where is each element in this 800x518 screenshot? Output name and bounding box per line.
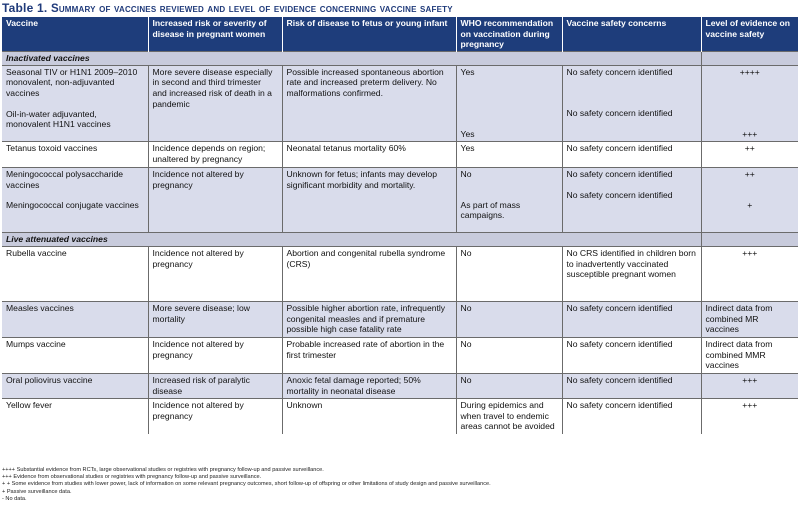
- cell-who: No: [456, 245, 563, 302]
- cell-evidence: +++: [701, 397, 798, 434]
- cell-risk: Incidence not altered by pregnancy: [148, 336, 283, 374]
- cell-safety: No safety concern identified: [562, 336, 702, 374]
- footnote: +++ Evidence from observational studies …: [2, 474, 262, 481]
- cell-safety: No safety concern identified: [562, 372, 702, 399]
- cell-safety: No safety concern identified No safety c…: [562, 166, 702, 233]
- header-row: Vaccine Increased risk or severity of di…: [2, 17, 798, 52]
- cell-fetus: Possible increased spontaneous abortion …: [282, 64, 457, 142]
- table-row-tetanus: Tetanus toxoid vaccines Incidence depend…: [2, 140, 798, 168]
- cell-fetus: Probable increased rate of abortion in t…: [282, 336, 457, 374]
- table-number: Table 1.: [2, 1, 48, 15]
- cell-evidence: Indirect data from combined MMR vaccines: [701, 336, 798, 374]
- cell-safety: No safety concern identified: [562, 300, 702, 338]
- cell-vaccine: Oral poliovirus vaccine: [2, 372, 149, 399]
- table-row-mumps: Mumps vaccine Incidence not altered by p…: [2, 336, 798, 374]
- section-row-live: Live attenuated vaccines: [2, 231, 798, 247]
- col-header-safety: Vaccine safety concerns: [562, 17, 702, 52]
- cell-who: Yes Yes: [456, 64, 563, 142]
- col-header-evidence: Level of evidence on vaccine safety: [701, 17, 798, 52]
- table-row-yellow-fever: Yellow fever Incidence not altered by pr…: [2, 397, 798, 434]
- cell-risk: More severe disease; low mortality: [148, 300, 283, 338]
- cell-evidence: ++++ +++: [701, 64, 798, 142]
- cell-who: No As part of mass campaigns.: [456, 166, 563, 233]
- footnote: + Passive surveillance data.: [2, 488, 72, 495]
- cell-fetus: Abortion and congenital rubella syndrome…: [282, 245, 457, 302]
- section-row-inactivated: Inactivated vaccines: [2, 50, 798, 66]
- section-label: Live attenuated vaccines: [2, 231, 702, 247]
- table-row-tiv: Seasonal TIV or H1N1 2009–2010 monovalen…: [2, 64, 798, 142]
- col-header-risk: Increased risk or severity of disease in…: [148, 17, 283, 52]
- cell-vaccine: Rubella vaccine: [2, 245, 149, 302]
- section-label: Inactivated vaccines: [2, 50, 702, 66]
- col-header-vaccine: Vaccine: [2, 17, 149, 52]
- cell-risk: Incidence not altered by pregnancy: [148, 166, 283, 233]
- cell-vaccine: Measles vaccines: [2, 300, 149, 338]
- cell-fetus: Neonatal tetanus mortality 60%: [282, 140, 457, 168]
- footnotes: ++++ Substantial evidence from RCTs, lar…: [2, 467, 491, 503]
- table-title: Table 1. Summary of vaccines reviewed an…: [2, 1, 453, 15]
- cell-fetus: Possible higher abortion rate, infrequen…: [282, 300, 457, 338]
- cell-risk: Incidence not altered by pregnancy: [148, 245, 283, 302]
- cell-who: No: [456, 336, 563, 374]
- cell-safety: No safety concern identified: [562, 397, 702, 434]
- cell-vaccine: Meningococcal polysaccharide vaccines Me…: [2, 166, 149, 233]
- vaccine-table: Vaccine Increased risk or severity of di…: [2, 17, 798, 434]
- table-title-text: Summary of vaccines reviewed and level o…: [50, 3, 453, 15]
- footnote: + + Some evidence from studies with lowe…: [2, 481, 491, 488]
- cell-risk: More severe disease especially in second…: [148, 64, 283, 142]
- table-row-polio: Oral poliovirus vaccine Increased risk o…: [2, 372, 798, 399]
- cell-safety: No safety concern identified No safety c…: [562, 64, 702, 142]
- table-row-measles: Measles vaccines More severe disease; lo…: [2, 300, 798, 338]
- footnote: - No data.: [2, 495, 27, 502]
- cell-vaccine: Seasonal TIV or H1N1 2009–2010 monovalen…: [2, 64, 149, 142]
- cell-evidence: Indirect data from combined MR vaccines: [701, 300, 798, 338]
- cell-safety: No CRS identified in children born to in…: [562, 245, 702, 302]
- col-header-fetus: Risk of disease to fetus or young infant: [282, 17, 457, 52]
- cell-risk: Increased risk of paralytic disease: [148, 372, 283, 399]
- cell-fetus: Anoxic fetal damage reported; 50% mortal…: [282, 372, 457, 399]
- cell-fetus: Unknown: [282, 397, 457, 434]
- table-row-rubella: Rubella vaccine Incidence not altered by…: [2, 245, 798, 302]
- cell-who: No: [456, 300, 563, 338]
- cell-who: Yes: [456, 140, 563, 168]
- cell-fetus: Unknown for fetus; infants may develop s…: [282, 166, 457, 233]
- cell-evidence: +++: [701, 245, 798, 302]
- cell-vaccine: Tetanus toxoid vaccines: [2, 140, 149, 168]
- table-row-meningococcal: Meningococcal polysaccharide vaccines Me…: [2, 166, 798, 233]
- cell-evidence: +++: [701, 372, 798, 399]
- cell-vaccine: Yellow fever: [2, 397, 149, 434]
- cell-evidence: ++: [701, 140, 798, 168]
- cell-who: During epidemics and when travel to ende…: [456, 397, 563, 434]
- cell-who: No: [456, 372, 563, 399]
- cell-vaccine: Mumps vaccine: [2, 336, 149, 374]
- cell-evidence: ++ +: [701, 166, 798, 233]
- cell-safety: No safety concern identified: [562, 140, 702, 168]
- col-header-who: WHO recommendation on vaccination during…: [456, 17, 563, 52]
- footnote: ++++ Substantial evidence from RCTs, lar…: [2, 467, 324, 473]
- cell-risk: Incidence not altered by pregnancy: [148, 397, 283, 434]
- cell-risk: Incidence depends on region; unaltered b…: [148, 140, 283, 168]
